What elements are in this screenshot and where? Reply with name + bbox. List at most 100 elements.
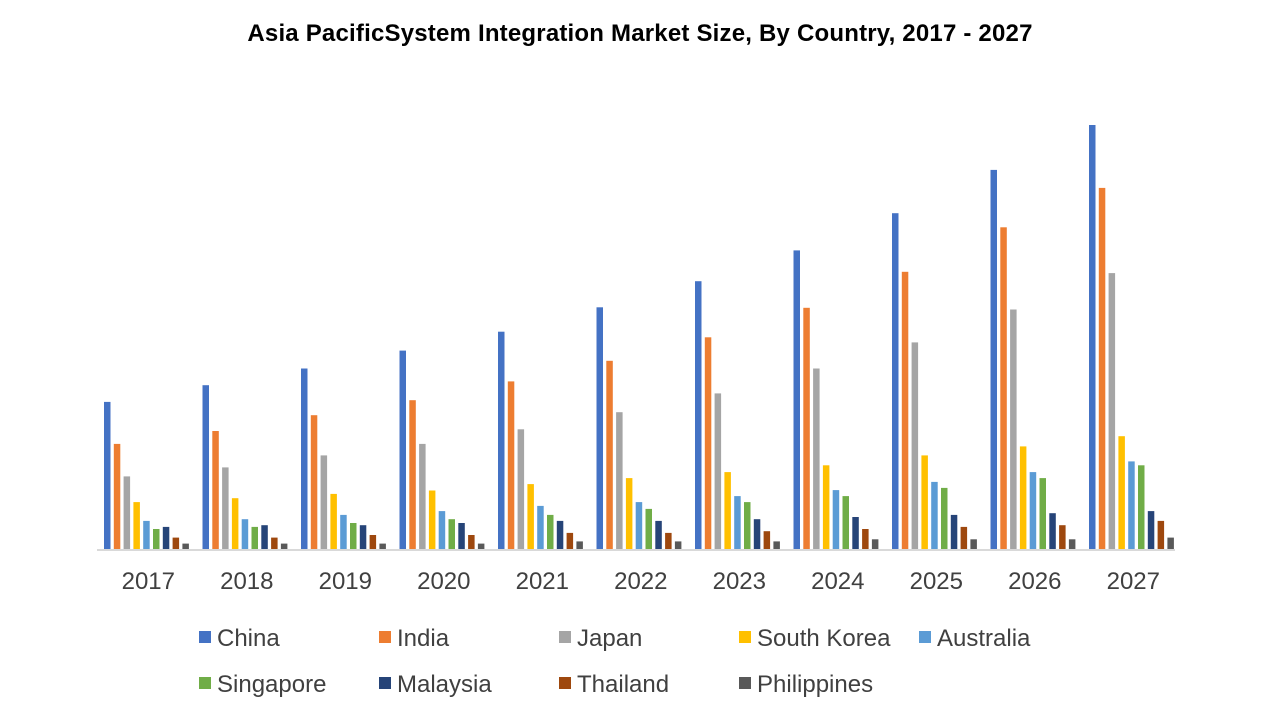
- legend-swatch: [559, 631, 571, 643]
- legend-item-malaysia: Malaysia: [379, 671, 492, 698]
- bar-thailand-2020: [468, 535, 475, 550]
- bar-singapore-2019: [350, 523, 357, 550]
- bar-south-korea-2020: [428, 490, 436, 550]
- bar-philippines-2020: [477, 543, 485, 550]
- legend: China India Japan South Korea Australia Singa…: [199, 625, 1031, 698]
- bar-australia-2017: [143, 520, 150, 550]
- legend-label: Singapore: [217, 671, 326, 698]
- bar-singapore-2017: [153, 529, 160, 550]
- bar-japan-2020: [419, 443, 426, 550]
- x-tick-label-2021: 2021: [516, 568, 569, 595]
- bar-philippines-2024: [871, 539, 879, 550]
- bar-philippines-2018: [280, 543, 288, 550]
- bar-japan-2019: [320, 455, 328, 550]
- bar-singapore-2027: [1138, 465, 1145, 550]
- bar-malaysia-2026: [1049, 513, 1056, 550]
- x-tick-label-2019: 2019: [319, 568, 372, 595]
- legend-item-japan: Japan: [559, 625, 642, 652]
- bar-south-korea-2018: [231, 498, 239, 550]
- legend-label: Malaysia: [397, 671, 492, 698]
- bar-thailand-2024: [862, 529, 869, 550]
- bar-australia-2027: [1128, 461, 1135, 550]
- bar-south-korea-2024: [822, 465, 830, 550]
- legend-item-india: India: [379, 625, 450, 652]
- legend-swatch: [379, 631, 391, 643]
- legend-item-south-korea: South Korea: [739, 625, 891, 652]
- bar-malaysia-2019: [359, 525, 367, 550]
- legend-swatch: [199, 631, 211, 643]
- bar-india-2024: [803, 307, 810, 550]
- bar-philippines-2019: [379, 543, 386, 550]
- bar-india-2021: [507, 381, 515, 550]
- legend-item-china: China: [199, 625, 280, 652]
- legend-swatch: [739, 631, 751, 643]
- bar-india-2023: [704, 337, 712, 550]
- bar-japan-2027: [1108, 273, 1116, 550]
- bar-japan-2021: [517, 429, 525, 550]
- bar-philippines-2017: [182, 543, 189, 550]
- bar-china-2020: [399, 350, 406, 550]
- x-tick-label-2018: 2018: [220, 568, 273, 595]
- bar-singapore-2023: [744, 502, 751, 550]
- legend-label: India: [397, 625, 450, 652]
- bar-china-2024: [793, 250, 800, 550]
- bar-india-2017: [113, 443, 121, 550]
- legend-swatch: [199, 677, 211, 689]
- bar-australia-2023: [734, 496, 741, 550]
- bar-australia-2025: [931, 481, 938, 550]
- bar-india-2026: [1000, 227, 1007, 551]
- bar-malaysia-2027: [1147, 511, 1155, 550]
- bar-thailand-2022: [665, 532, 672, 550]
- bar-china-2021: [498, 331, 505, 550]
- legend-swatch: [379, 677, 391, 689]
- bar-thailand-2018: [271, 537, 278, 550]
- bar-thailand-2023: [763, 531, 771, 550]
- bar-singapore-2026: [1039, 478, 1046, 550]
- bar-japan-2022: [616, 412, 623, 550]
- x-tick-label-2024: 2024: [811, 568, 864, 595]
- bar-singapore-2025: [941, 487, 948, 550]
- legend-label: Australia: [937, 625, 1031, 652]
- legend-label: China: [217, 625, 280, 652]
- bar-south-korea-2026: [1019, 446, 1027, 550]
- bar-china-2025: [892, 213, 899, 550]
- bar-philippines-2025: [970, 539, 977, 550]
- bars-layer: [104, 125, 1174, 551]
- bar-singapore-2021: [547, 514, 554, 550]
- bar-india-2022: [606, 360, 613, 550]
- bar-china-2026: [990, 169, 997, 550]
- legend-label: Philippines: [757, 671, 873, 698]
- bar-south-korea-2025: [921, 455, 928, 550]
- chart-title: Asia PacificSystem Integration Market Si…: [247, 20, 1033, 47]
- x-tick-label-2027: 2027: [1107, 568, 1160, 595]
- bar-china-2027: [1089, 125, 1096, 550]
- legend-item-singapore: Singapore: [199, 671, 326, 698]
- bar-south-korea-2021: [527, 484, 534, 550]
- bar-australia-2021: [537, 505, 544, 550]
- x-tick-label-2022: 2022: [614, 568, 667, 595]
- bar-china-2019: [301, 368, 308, 550]
- x-tick-label-2026: 2026: [1008, 568, 1061, 595]
- bar-china-2017: [104, 401, 111, 550]
- bar-japan-2018: [222, 467, 229, 550]
- legend-swatch: [559, 677, 571, 689]
- bar-japan-2025: [911, 342, 919, 550]
- legend-swatch: [739, 677, 751, 689]
- bar-japan-2023: [714, 393, 722, 550]
- bar-malaysia-2022: [655, 520, 662, 550]
- bar-thailand-2017: [172, 537, 180, 550]
- bar-china-2022: [596, 307, 603, 550]
- x-tick-label-2020: 2020: [417, 568, 470, 595]
- bar-philippines-2026: [1068, 539, 1076, 550]
- x-tick-label-2025: 2025: [910, 568, 963, 595]
- bar-south-korea-2027: [1118, 436, 1125, 550]
- bar-india-2025: [901, 271, 909, 550]
- bar-japan-2017: [123, 476, 131, 550]
- bar-south-korea-2019: [330, 493, 337, 550]
- bar-australia-2024: [832, 490, 840, 550]
- legend-label: Japan: [577, 625, 642, 652]
- bar-australia-2018: [241, 519, 249, 550]
- bar-malaysia-2018: [261, 525, 268, 550]
- bar-singapore-2020: [448, 519, 455, 550]
- bar-india-2018: [212, 431, 219, 550]
